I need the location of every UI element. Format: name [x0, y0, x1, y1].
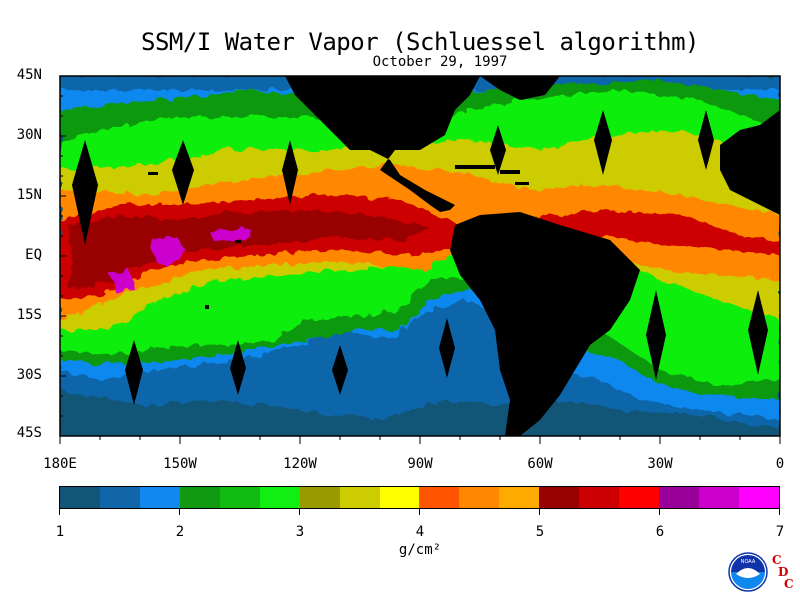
colorbar-tick — [419, 509, 420, 515]
x-label-180e: 180E — [43, 456, 77, 472]
colorbar-tick — [659, 509, 660, 515]
colorbar-label-6: 6 — [655, 524, 665, 540]
colorbar-tick — [179, 509, 180, 515]
map-date: October 29, 1997 — [372, 54, 508, 70]
colorbar-segment — [419, 487, 460, 508]
colorbar-segment — [299, 487, 340, 508]
logo-text: NOAA — [741, 559, 756, 565]
colorbar-tick — [299, 509, 300, 515]
vapor-field-high3 — [70, 210, 430, 290]
colorbar-label-5: 5 — [535, 524, 545, 540]
colorbar-segment — [259, 487, 300, 508]
cdc-letter: C — [772, 553, 782, 567]
x-label-30w: 30W — [647, 456, 673, 472]
colorbar-label-2: 2 — [175, 524, 185, 540]
y-label-15s: 15S — [16, 307, 42, 323]
cdc-letter: D — [778, 565, 789, 579]
swath-gaps — [72, 110, 768, 405]
colorbar-segment — [339, 487, 380, 508]
y-label-45s: 45S — [16, 425, 42, 441]
colorbar-segment — [179, 487, 220, 508]
noaa-logo-icon: NOAA — [728, 552, 768, 592]
colorbar-label-7: 7 — [775, 524, 785, 540]
colorbar-segment — [219, 487, 260, 508]
x-label-60w: 60W — [527, 456, 553, 472]
colorbar-segment — [379, 487, 420, 508]
x-label-150w: 150W — [163, 456, 197, 472]
y-label-15n: 15N — [16, 187, 42, 203]
colorbar-label-3: 3 — [295, 524, 305, 540]
colorbar-segment — [539, 487, 580, 508]
x-label-90w: 90W — [407, 456, 433, 472]
colorbar-segment — [60, 487, 100, 508]
colorbar-unit: g/cm² — [398, 542, 442, 558]
y-ticks — [60, 75, 66, 437]
colorbar-tick — [59, 509, 60, 515]
cdc-letter: C — [784, 577, 794, 591]
colorbar — [59, 486, 780, 509]
y-label-30n: 30N — [16, 127, 42, 143]
x-label-120w: 120W — [283, 456, 317, 472]
colorbar-label-1: 1 — [55, 524, 65, 540]
land-mask — [148, 76, 780, 436]
colorbar-segment — [499, 487, 540, 508]
colorbar-segment — [579, 487, 620, 508]
colorbar-segment — [738, 487, 779, 508]
colorbar-segment — [699, 487, 739, 508]
y-label-45n: 45N — [16, 67, 42, 83]
colorbar-segment — [619, 487, 660, 508]
y-label-30s: 30S — [16, 367, 42, 383]
colorbar-tick — [779, 509, 780, 515]
colorbar-segment — [99, 487, 140, 508]
colorbar-segment — [459, 487, 500, 508]
x-label-0: 0 — [775, 456, 785, 472]
cdc-label: C D C — [772, 554, 794, 590]
y-label-eq: EQ — [25, 247, 42, 263]
colorbar-tick — [539, 509, 540, 515]
colorbar-segment — [139, 487, 180, 508]
x-ticks — [59, 436, 781, 444]
map-title: SSM/I Water Vapor (Schluessel algorithm) — [141, 28, 699, 56]
colorbar-segment — [659, 487, 699, 508]
colorbar-label-4: 4 — [415, 524, 425, 540]
vapor-field-peak — [110, 228, 250, 292]
